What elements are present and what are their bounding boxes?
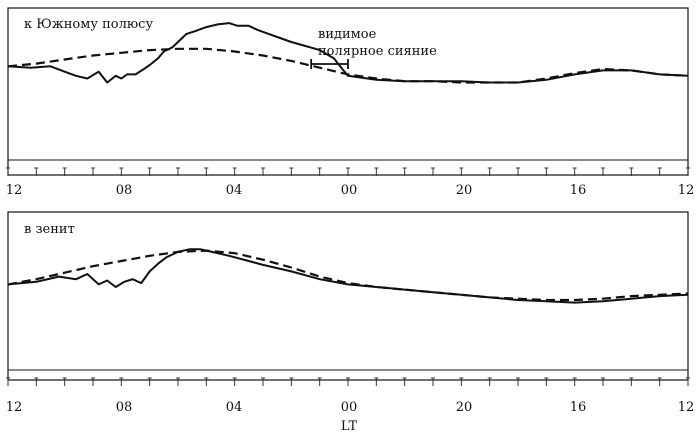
panel-1-series-solid — [7, 22, 689, 84]
panel-2-label: в зенит — [24, 222, 75, 237]
panel-1-annotation: видимое — [318, 27, 377, 42]
panel-2-series-dashed — [7, 249, 689, 302]
panel-2-frame — [7, 211, 689, 381]
panel-1-tick-label: 16 — [570, 183, 587, 198]
panel-1-tick-label: 20 — [456, 183, 473, 198]
panel-2-tick-label: 20 — [456, 400, 473, 415]
panel-2-tick-label: 16 — [570, 400, 587, 415]
panel-1-tick-label: 12 — [6, 183, 23, 198]
panel-2-tick-label: 12 — [6, 400, 23, 415]
panel-1-tick-label: 00 — [341, 183, 358, 198]
panel-2-xlabel: LT — [341, 419, 358, 433]
panel-2-series-solid — [7, 248, 689, 304]
panel-1-tick-label: 08 — [116, 183, 133, 198]
panel-2-tick-label: 12 — [678, 400, 695, 415]
panel-1-tick-label: 04 — [226, 183, 243, 198]
panel-2-tick-label: 08 — [116, 400, 133, 415]
panel-1-series-dashed — [7, 47, 689, 84]
panel-2-tick-label: 00 — [341, 400, 358, 415]
panel-2-tick-label: 04 — [226, 400, 243, 415]
panel-1-label: к Южному полюсу — [24, 17, 153, 32]
panel-1-tick-label: 12 — [678, 183, 695, 198]
panel-1-annotation: полярное сияние — [318, 44, 437, 59]
